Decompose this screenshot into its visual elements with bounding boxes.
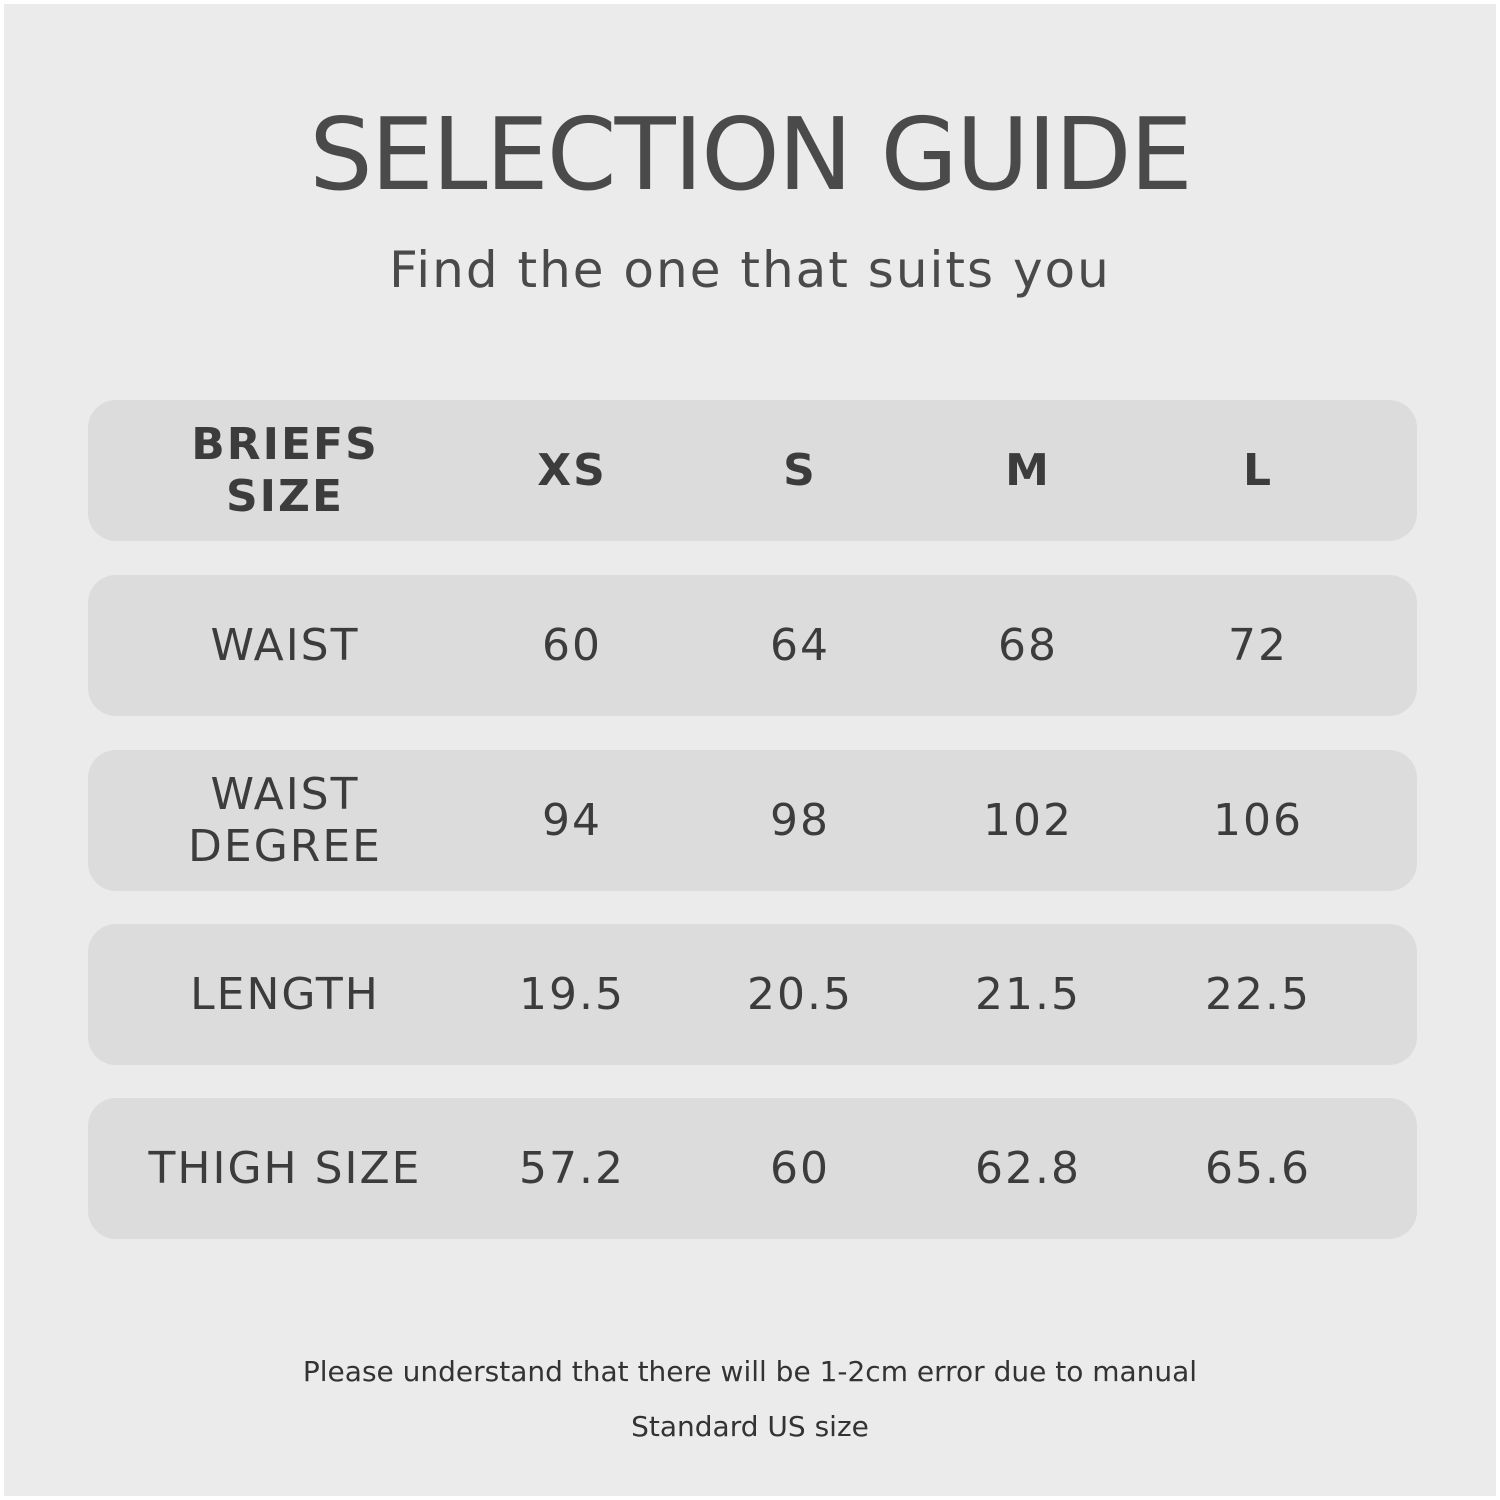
value-cell: 20.5 [747, 968, 853, 1020]
value-cell: 64 [770, 619, 830, 671]
row-label: WAIST [210, 619, 360, 671]
value-cell: 21.5 [975, 968, 1081, 1020]
value-cell: 98 [770, 794, 830, 846]
page-title: SELECTION GUIDE [309, 96, 1193, 213]
table-header-row: BRIEFS SIZE XS S M L [88, 400, 1417, 541]
size-header-cell: XS [537, 444, 607, 496]
value-cell: 60 [542, 619, 602, 671]
table-row: WAIST DEGREE 94 98 102 106 [88, 750, 1417, 891]
table-row: LENGTH 19.5 20.5 21.5 22.5 [88, 924, 1417, 1065]
value-cell: 72 [1228, 619, 1288, 671]
value-cell: 106 [1213, 794, 1303, 846]
value-cell: 62.8 [975, 1142, 1081, 1194]
size-header-cell: M [1005, 444, 1051, 496]
row-label: LENGTH [190, 968, 380, 1020]
value-cell: 102 [983, 794, 1073, 846]
header-label: BRIEFS SIZE [191, 418, 379, 522]
row-label: WAIST DEGREE [188, 768, 382, 872]
error-note: Please understand that there will be 1-2… [302, 1355, 1198, 1388]
value-cell: 60 [770, 1142, 830, 1194]
value-cell: 19.5 [519, 968, 625, 1020]
table-row: WAIST 60 64 68 72 [88, 575, 1417, 716]
row-label: THIGH SIZE [148, 1142, 422, 1194]
value-cell: 57.2 [519, 1142, 625, 1194]
value-cell: 94 [542, 794, 602, 846]
value-cell: 22.5 [1205, 968, 1311, 1020]
table-row: THIGH SIZE 57.2 60 62.8 65.6 [88, 1098, 1417, 1239]
page-subtitle: Find the one that suits you [389, 241, 1111, 299]
size-header-cell: S [783, 444, 817, 496]
value-cell: 65.6 [1205, 1142, 1311, 1194]
standard-note: Standard US size [631, 1410, 869, 1443]
value-cell: 68 [998, 619, 1058, 671]
size-header-cell: L [1242, 444, 1274, 496]
